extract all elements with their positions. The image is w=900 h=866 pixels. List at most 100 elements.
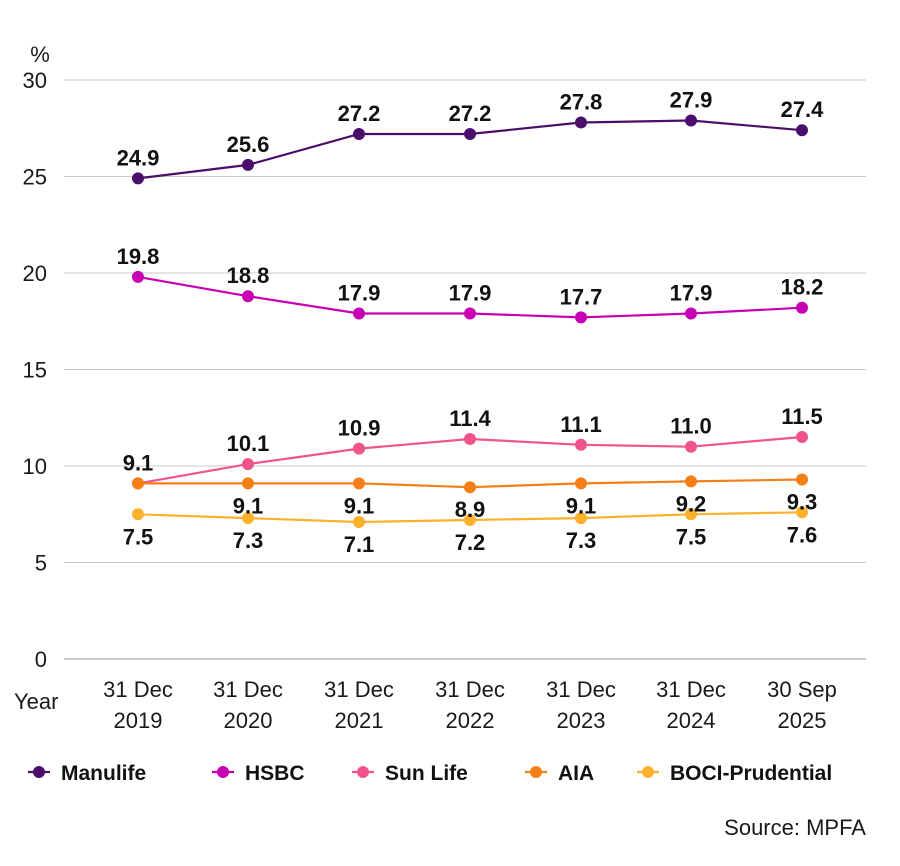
x-tick-label: 30 Sep (767, 677, 837, 702)
data-point (464, 307, 476, 320)
data-point (132, 477, 144, 490)
legend: Manulife HSBC Sun Life AIA BOCI-Prudential (28, 762, 832, 785)
data-label: 24.9 (117, 145, 160, 170)
data-point (132, 270, 144, 283)
data-point (464, 128, 476, 140)
x-tick-label: 31 Dec (656, 677, 726, 702)
gridlines (64, 79, 866, 660)
x-tick-label: 2019 (114, 708, 163, 733)
data-point (242, 512, 254, 525)
data-point (796, 431, 808, 443)
data-label: 11.5 (781, 404, 823, 429)
data-point (242, 290, 254, 303)
data-label: 9.1 (566, 493, 597, 518)
data-point (685, 114, 697, 127)
legend-swatch-marker (33, 766, 45, 778)
x-tick-label: 2020 (224, 708, 273, 733)
legend-label: HSBC (245, 762, 305, 785)
data-label: 17.7 (560, 284, 603, 309)
data-label: 7.2 (455, 530, 486, 555)
x-tick-label: 2022 (446, 708, 495, 733)
data-point (685, 307, 697, 320)
data-point (353, 516, 365, 528)
data-point (353, 477, 365, 490)
data-label: 27.2 (338, 101, 381, 126)
data-point (242, 458, 254, 471)
legend-label: AIA (558, 762, 594, 785)
data-point (685, 475, 697, 488)
legend-swatch-marker (217, 766, 229, 778)
data-point (464, 514, 476, 526)
data-point (132, 172, 144, 185)
data-label: 17.9 (338, 281, 381, 306)
data-point (575, 438, 587, 451)
data-point (685, 508, 697, 521)
data-label: 9.1 (344, 493, 375, 518)
data-label: 7.5 (123, 524, 154, 549)
data-label: 17.9 (670, 281, 713, 306)
y-tick-label: 0 (35, 647, 47, 672)
y-axis-label: % (30, 42, 50, 67)
y-tick-label: 30 (23, 68, 47, 93)
x-tick-label: 31 Dec (546, 677, 616, 702)
data-point (575, 477, 587, 490)
data-point (132, 508, 144, 521)
data-point (353, 128, 365, 140)
y-tick-label: 10 (23, 454, 47, 479)
data-label: 18.8 (227, 263, 270, 288)
data-label: 25.6 (227, 132, 270, 157)
data-label: 11.0 (670, 414, 712, 439)
data-label: 11.4 (449, 406, 491, 431)
data-point (353, 307, 365, 320)
data-point (464, 433, 476, 445)
data-label: 9.3 (787, 490, 818, 515)
data-point (242, 158, 254, 171)
data-label: 11.1 (560, 412, 602, 437)
x-axis-ticks: 31 Dec 2019 31 Dec 2020 31 Dec 2021 31 Dec 2022… (103, 677, 837, 733)
data-point (796, 506, 808, 519)
data-point (464, 481, 476, 494)
x-tick-label: 2024 (667, 708, 716, 733)
x-tick-label: 2021 (335, 708, 384, 733)
y-tick-label: 20 (23, 261, 47, 286)
x-tick-label: 2025 (778, 708, 827, 733)
x-tick-label: 31 Dec (213, 677, 283, 702)
series-lines (132, 114, 808, 528)
data-label: 10.1 (227, 431, 270, 456)
x-tick-label: 31 Dec (435, 677, 505, 702)
data-point (575, 311, 587, 324)
data-label: 17.9 (449, 281, 492, 306)
data-label: 7.6 (787, 522, 818, 547)
y-tick-label: 25 (23, 165, 47, 190)
data-label: 7.3 (566, 528, 597, 553)
y-tick-label: 15 (23, 358, 47, 383)
data-label: 7.3 (233, 528, 264, 553)
legend-label: Sun Life (385, 762, 468, 785)
data-label: 27.8 (560, 90, 603, 115)
data-point (353, 442, 365, 455)
legend-swatch-marker (530, 766, 542, 778)
data-label: 9.2 (676, 491, 707, 516)
data-label: 9.1 (233, 493, 264, 518)
data-label: 27.2 (449, 101, 492, 126)
x-tick-label: 31 Dec (103, 677, 173, 702)
data-point (796, 301, 808, 314)
data-point (575, 512, 587, 525)
data-label: 27.9 (670, 88, 713, 113)
x-axis-label: Year (14, 689, 58, 714)
data-labels: 24.9 25.6 27.2 27.2 27.8 27.9 27.4 19.8 18.8 17.9… (117, 88, 825, 558)
data-label: 10.9 (338, 416, 381, 441)
data-label: 18.2 (781, 275, 824, 300)
data-label: 7.5 (676, 524, 707, 549)
y-axis-ticks: 0 5 10 15 20 25 30 (23, 68, 47, 672)
data-point (796, 473, 808, 486)
y-tick-label: 5 (35, 551, 47, 576)
x-tick-label: 2023 (557, 708, 606, 733)
data-label: 27.4 (781, 97, 825, 122)
legend-label: BOCI-Prudential (670, 762, 832, 785)
legend-swatch-marker (642, 766, 654, 778)
data-label: 7.1 (344, 532, 375, 557)
data-label: 9.1 (123, 450, 154, 475)
data-point (575, 116, 587, 129)
